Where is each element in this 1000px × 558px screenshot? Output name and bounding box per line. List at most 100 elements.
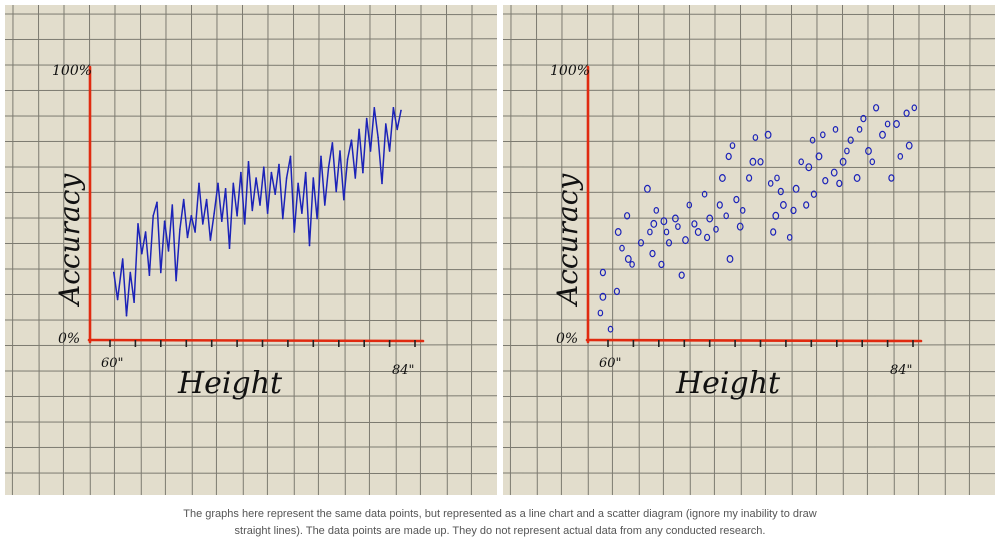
grid-line-vertical — [689, 5, 691, 495]
data-point — [308, 244, 311, 247]
grid-line-vertical — [509, 5, 512, 495]
data-point — [757, 158, 764, 166]
data-point — [121, 258, 124, 260]
data-point — [327, 166, 330, 168]
data-point — [270, 171, 273, 174]
data-point — [729, 142, 736, 150]
data-point — [297, 182, 299, 185]
grid-line-vertical — [344, 5, 346, 495]
data-point — [240, 171, 242, 174]
data-point — [704, 233, 711, 242]
data-point — [125, 314, 128, 317]
grid-line-horizontal — [503, 293, 995, 295]
data-point — [156, 201, 158, 204]
x-axis-label: Height — [675, 366, 781, 401]
grid-line-horizontal — [5, 421, 497, 424]
grid-line-vertical — [446, 5, 448, 495]
data-point — [385, 123, 387, 125]
data-point — [873, 104, 880, 112]
data-point — [163, 220, 166, 222]
grid-line-vertical — [611, 5, 614, 495]
grid-line-horizontal — [503, 38, 995, 40]
data-point — [274, 193, 277, 195]
data-point — [289, 155, 292, 158]
data-point — [803, 201, 810, 209]
grid-line-vertical — [893, 5, 895, 495]
data-point — [767, 179, 774, 187]
data-point — [373, 107, 376, 109]
data-point — [232, 182, 235, 185]
data-point — [629, 261, 635, 268]
grid-line-vertical — [38, 5, 40, 495]
data-point — [217, 182, 219, 185]
data-point — [190, 215, 193, 217]
data-point — [175, 279, 177, 282]
grid-line-horizontal — [5, 166, 497, 169]
x-tick-label: 60" — [599, 356, 622, 371]
paper-background — [503, 5, 995, 495]
data-line — [113, 107, 402, 317]
data-point — [599, 292, 607, 301]
data-point — [202, 223, 204, 225]
data-point — [860, 114, 867, 123]
data-point — [772, 211, 780, 220]
data-point — [607, 325, 614, 333]
grid-line-vertical — [764, 5, 767, 495]
data-point — [167, 250, 170, 252]
data-point — [381, 182, 383, 185]
data-point — [675, 223, 681, 231]
grid-line-vertical — [164, 5, 167, 495]
data-point — [259, 204, 261, 206]
data-point — [354, 177, 357, 179]
data-point — [285, 177, 288, 179]
grid-line-vertical — [317, 5, 320, 495]
data-point — [346, 158, 349, 160]
scatter-chart-figure: 100% 0% 60" 84" Height Accuracy — [503, 5, 995, 495]
grid-line-horizontal — [5, 38, 497, 40]
grid — [5, 5, 497, 495]
data-point — [396, 128, 399, 131]
data-point — [903, 109, 910, 117]
data-point — [160, 271, 162, 274]
data-point — [209, 239, 212, 241]
grid-line-horizontal — [503, 191, 995, 193]
data-point — [905, 141, 913, 150]
data-point — [637, 239, 645, 247]
data-point — [343, 198, 345, 201]
grid-line-horizontal — [5, 140, 497, 142]
data-point — [182, 198, 185, 201]
grid-line-horizontal — [503, 217, 995, 220]
grid-line-horizontal — [5, 472, 497, 475]
data-point — [133, 301, 135, 304]
data-point — [278, 163, 280, 166]
grid-line-vertical — [536, 5, 538, 495]
grid-line-horizontal — [5, 293, 497, 295]
grid-line-horizontal — [503, 89, 995, 91]
data-point — [304, 171, 307, 174]
grid-line-horizontal — [503, 268, 995, 271]
grid-line-vertical — [395, 5, 397, 495]
y-tick-label: 100% — [52, 63, 92, 79]
data-point — [400, 109, 402, 112]
grid-line-vertical — [419, 5, 422, 495]
data-point — [650, 219, 658, 228]
grid-line-horizontal — [503, 319, 995, 322]
data-point — [836, 179, 843, 188]
data-point — [171, 204, 174, 206]
data-point — [205, 198, 208, 201]
data-point — [144, 231, 147, 233]
data-point — [263, 166, 265, 168]
grid-line-horizontal — [5, 89, 497, 91]
grid-line-vertical — [191, 5, 193, 495]
data-point — [665, 239, 673, 247]
data-point — [369, 150, 372, 152]
data-point — [213, 212, 215, 214]
data-point — [647, 228, 653, 236]
y-tick-label: 0% — [556, 331, 578, 347]
data-point — [888, 174, 895, 182]
grid-line-horizontal — [5, 115, 497, 118]
data-point — [613, 287, 621, 296]
data-point — [822, 176, 829, 185]
data-point — [798, 158, 805, 166]
data-point — [324, 204, 326, 206]
